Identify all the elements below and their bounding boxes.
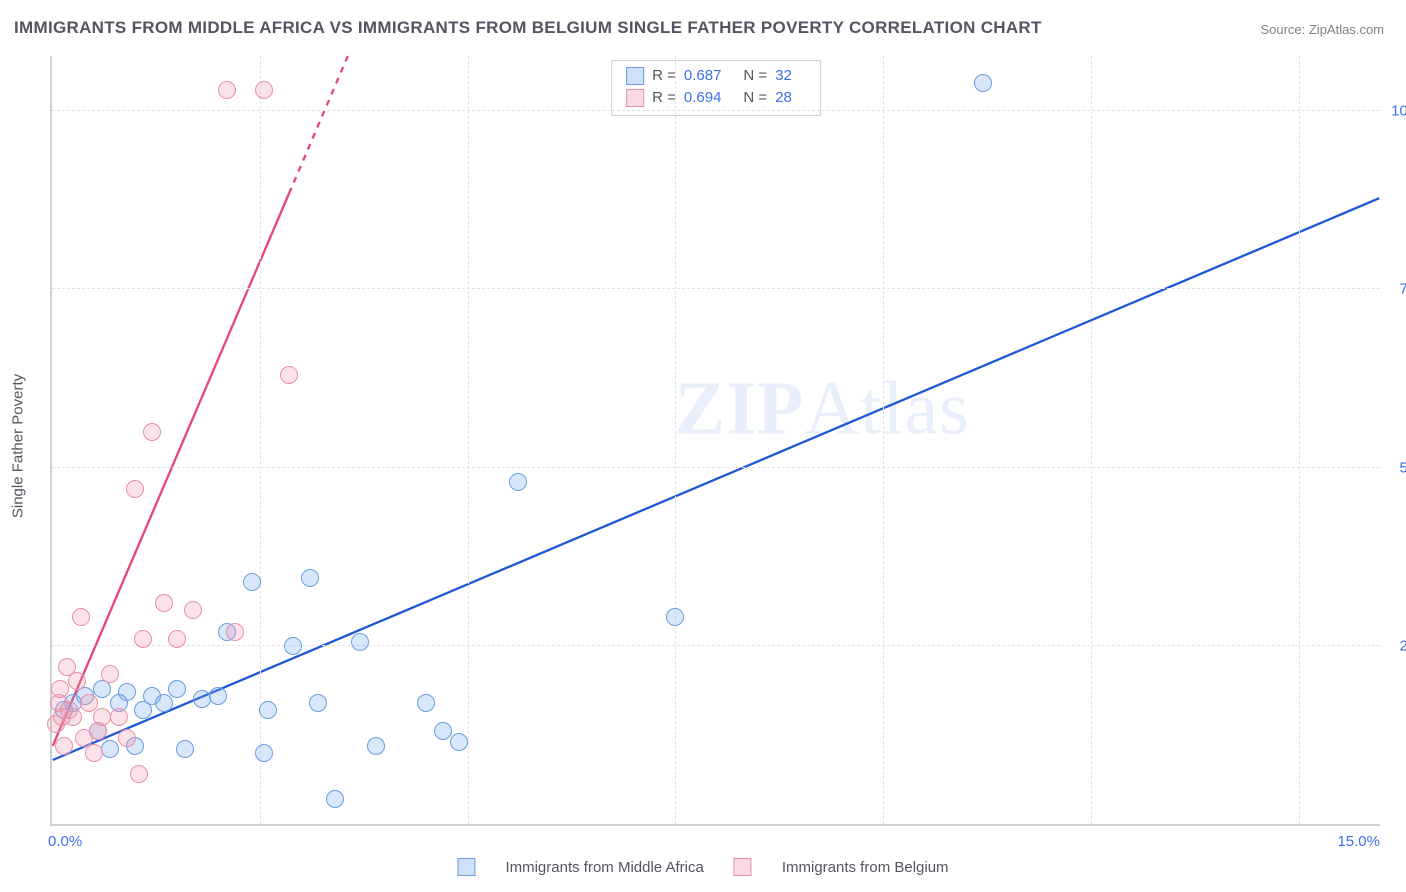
gridline-v: [675, 56, 676, 824]
scatter-point-blue: [255, 744, 273, 762]
scatter-point-pink: [51, 680, 69, 698]
scatter-point-pink: [126, 480, 144, 498]
scatter-point-pink: [55, 737, 73, 755]
scatter-point-blue: [259, 701, 277, 719]
scatter-point-blue: [243, 573, 261, 591]
y-tick-label: 100.0%: [1387, 103, 1406, 120]
scatter-point-blue: [326, 790, 344, 808]
legend-top: R = 0.687 N = 32 R = 0.694 N = 28: [611, 60, 821, 116]
gridline-h: [52, 467, 1380, 468]
scatter-point-blue: [434, 722, 452, 740]
scatter-point-blue: [450, 733, 468, 751]
legend-r-label: R =: [652, 87, 676, 109]
scatter-point-pink: [101, 665, 119, 683]
legend-series-label: Immigrants from Belgium: [782, 859, 949, 876]
source-attribution: Source: ZipAtlas.com: [1260, 22, 1384, 37]
scatter-point-blue: [284, 637, 302, 655]
scatter-point-pink: [85, 744, 103, 762]
scatter-point-blue: [417, 694, 435, 712]
scatter-point-blue: [209, 687, 227, 705]
legend-n-value: 28: [775, 87, 792, 109]
gridline-h: [52, 645, 1380, 646]
trend-line: [53, 194, 289, 746]
scatter-point-blue: [974, 74, 992, 92]
y-tick-label: 75.0%: [1387, 281, 1406, 298]
legend-swatch-blue: [457, 858, 475, 876]
scatter-point-blue: [666, 608, 684, 626]
scatter-point-pink: [184, 601, 202, 619]
y-tick-label: 50.0%: [1387, 459, 1406, 476]
gridline-v: [1299, 56, 1300, 824]
legend-n-value: 32: [775, 65, 792, 87]
scatter-point-pink: [72, 608, 90, 626]
scatter-point-pink: [155, 594, 173, 612]
scatter-point-blue: [176, 740, 194, 758]
scatter-point-pink: [134, 630, 152, 648]
scatter-point-blue: [193, 690, 211, 708]
scatter-point-pink: [255, 81, 273, 99]
scatter-point-pink: [226, 623, 244, 641]
scatter-point-blue: [509, 473, 527, 491]
legend-bottom: Immigrants from Middle Africa Immigrants…: [457, 858, 948, 876]
legend-top-row: R = 0.687 N = 32: [626, 65, 806, 87]
scatter-point-pink: [143, 423, 161, 441]
trend-lines-layer: [52, 56, 1380, 824]
gridline-v: [883, 56, 884, 824]
scatter-point-pink: [64, 708, 82, 726]
gridline-h: [52, 288, 1380, 289]
trend-line-dashed: [289, 56, 348, 194]
scatter-point-blue: [101, 740, 119, 758]
scatter-point-pink: [93, 708, 111, 726]
legend-r-value: 0.694: [684, 87, 722, 109]
legend-series-label: Immigrants from Middle Africa: [505, 859, 703, 876]
legend-top-row: R = 0.694 N = 28: [626, 87, 806, 109]
plot-area: ZIPAtlas R = 0.687 N = 32 R = 0.694 N = …: [50, 56, 1380, 826]
scatter-point-pink: [68, 672, 86, 690]
scatter-point-blue: [301, 569, 319, 587]
y-tick-label: 25.0%: [1387, 637, 1406, 654]
scatter-point-blue: [168, 680, 186, 698]
scatter-point-pink: [168, 630, 186, 648]
scatter-point-pink: [110, 708, 128, 726]
legend-swatch-pink: [734, 858, 752, 876]
scatter-point-blue: [367, 737, 385, 755]
legend-n-label: N =: [743, 87, 767, 109]
scatter-point-pink: [130, 765, 148, 783]
chart-title: IMMIGRANTS FROM MIDDLE AFRICA VS IMMIGRA…: [14, 18, 1042, 38]
legend-r-label: R =: [652, 65, 676, 87]
scatter-point-blue: [155, 694, 173, 712]
scatter-point-blue: [351, 633, 369, 651]
scatter-point-blue: [309, 694, 327, 712]
gridline-v: [1091, 56, 1092, 824]
legend-r-value: 0.687: [684, 65, 722, 87]
x-tick-label: 0.0%: [48, 833, 82, 850]
x-tick-label: 15.0%: [1337, 833, 1380, 850]
legend-swatch-blue: [626, 67, 644, 85]
scatter-point-pink: [218, 81, 236, 99]
scatter-point-blue: [118, 683, 136, 701]
gridline-v: [468, 56, 469, 824]
scatter-point-pink: [118, 729, 136, 747]
legend-n-label: N =: [743, 65, 767, 87]
gridline-h: [52, 110, 1380, 111]
scatter-point-pink: [280, 366, 298, 384]
legend-swatch-pink: [626, 89, 644, 107]
y-axis-label: Single Father Poverty: [10, 374, 27, 518]
